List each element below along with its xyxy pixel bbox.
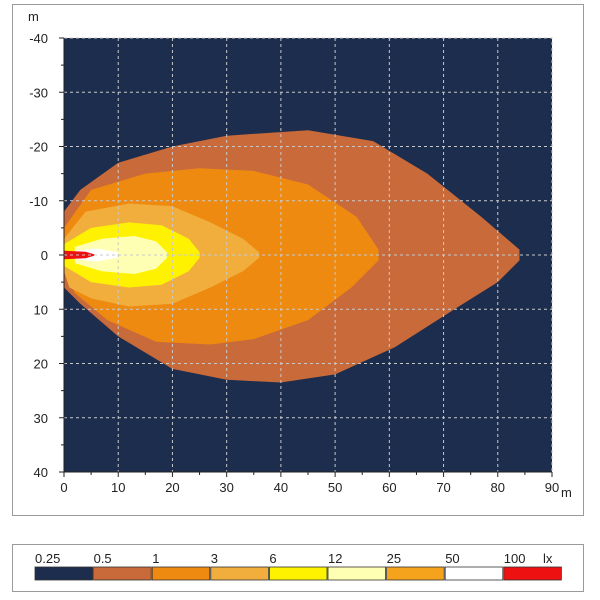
x-axis-label: m — [561, 485, 572, 500]
legend-swatch — [210, 566, 269, 581]
legend-label: 1 — [152, 551, 159, 566]
legend-label: 25 — [387, 551, 401, 566]
contour-layer — [64, 38, 552, 472]
y-tick-label: -40 — [29, 31, 48, 46]
legend-label: 50 — [445, 551, 459, 566]
y-tick-label: 10 — [34, 302, 48, 317]
legend-swatch — [327, 566, 386, 581]
y-tick-label: 30 — [34, 411, 48, 426]
y-tick-label: -10 — [29, 194, 48, 209]
legend-swatch — [386, 566, 445, 581]
legend-swatch — [151, 566, 211, 581]
legend-swatch — [444, 566, 504, 581]
x-tick-label: 0 — [60, 480, 67, 495]
legend-label: 0.5 — [94, 551, 112, 566]
legend-swatch — [93, 566, 152, 581]
y-tick-label: -30 — [29, 85, 48, 100]
legend-swatch — [268, 566, 328, 581]
y-tick-label: -20 — [29, 140, 48, 155]
x-tick-label: 50 — [328, 480, 342, 495]
contour-100lx — [64, 250, 97, 260]
x-tick-label: 10 — [111, 480, 125, 495]
legend: 0.25 0.5 1 3 6 12 25 50 100 lx — [34, 551, 562, 581]
x-tick-label: 60 — [382, 480, 396, 495]
legend-swatch — [503, 566, 562, 581]
y-tick-label: 20 — [34, 357, 48, 372]
x-tick-label: 70 — [436, 480, 450, 495]
x-tick-label: 90 — [545, 480, 559, 495]
legend-unit: lx — [543, 551, 553, 566]
y-axis-label: m — [28, 9, 39, 24]
legend-label: 6 — [269, 551, 276, 566]
legend-label: 3 — [211, 551, 218, 566]
legend-label: 0.25 — [35, 551, 60, 566]
y-tick-label: 0 — [41, 248, 48, 263]
legend-label: 12 — [328, 551, 342, 566]
legend-swatch — [34, 566, 93, 581]
x-tick-label: 30 — [219, 480, 233, 495]
x-tick-label: 40 — [274, 480, 288, 495]
y-tick-label: 40 — [34, 465, 48, 480]
x-tick-label: 20 — [165, 480, 179, 495]
x-tick-label: 80 — [491, 480, 505, 495]
legend-label: 100 — [504, 551, 526, 566]
axes-layer: 0 10 20 30 40 50 60 70 80 90 -40 -30 -20 -10 0 10 20 30 40 — [29, 31, 559, 495]
